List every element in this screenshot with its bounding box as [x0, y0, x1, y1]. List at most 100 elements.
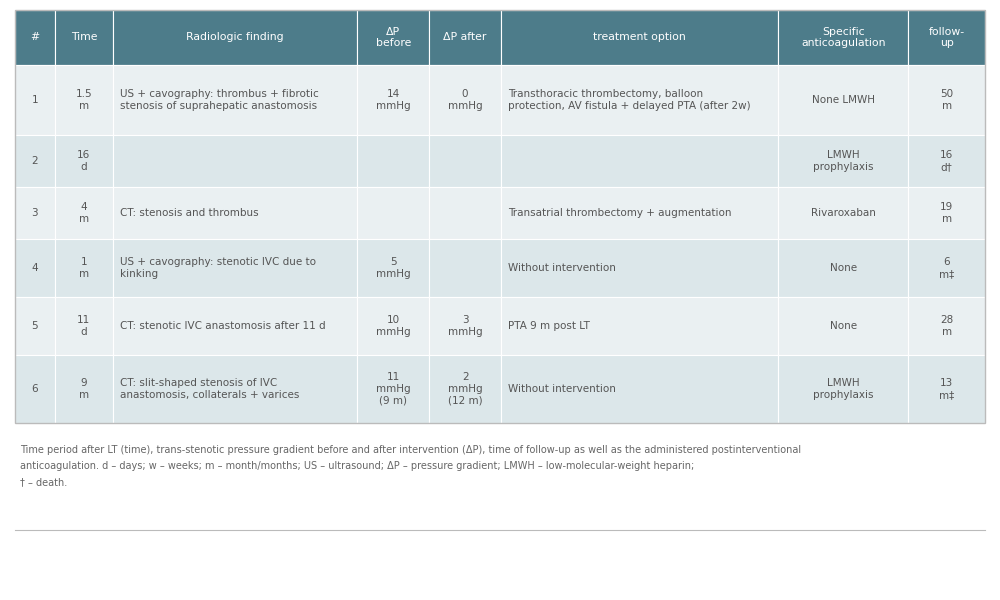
Text: 16
d: 16 d — [77, 150, 90, 172]
Text: Radiologic finding: Radiologic finding — [186, 32, 284, 43]
Text: 1
m: 1 m — [79, 257, 89, 279]
Bar — [778, 135, 908, 187]
Bar — [55, 135, 113, 187]
Text: Specific
anticoagulation: Specific anticoagulation — [801, 26, 886, 48]
Bar — [501, 187, 778, 239]
Bar — [15, 10, 55, 65]
Bar — [429, 65, 501, 135]
Bar — [15, 239, 55, 297]
Bar — [357, 135, 429, 187]
Text: 2
mmHg
(12 m): 2 mmHg (12 m) — [448, 373, 482, 406]
Text: US + cavography: thrombus + fibrotic
stenosis of suprahepatic anastomosis: US + cavography: thrombus + fibrotic ste… — [120, 89, 319, 111]
Text: CT: stenotic IVC anastomosis after 11 d: CT: stenotic IVC anastomosis after 11 d — [120, 321, 325, 331]
Bar — [429, 135, 501, 187]
Text: 11
d: 11 d — [77, 315, 90, 337]
Bar — [55, 65, 113, 135]
Bar — [501, 135, 778, 187]
Text: None: None — [830, 321, 857, 331]
Text: ΔP
before: ΔP before — [376, 26, 411, 48]
Bar — [908, 10, 985, 65]
Text: None LMWH: None LMWH — [812, 95, 875, 105]
Text: 5: 5 — [32, 321, 38, 331]
Bar — [778, 187, 908, 239]
Bar — [501, 10, 778, 65]
Bar — [778, 65, 908, 135]
Text: 6: 6 — [32, 384, 38, 394]
Text: CT: slit-shaped stenosis of IVC
anastomosis, collaterals + varices: CT: slit-shaped stenosis of IVC anastomo… — [120, 378, 299, 400]
Bar — [357, 355, 429, 423]
Bar — [778, 10, 908, 65]
Text: Without intervention: Without intervention — [508, 263, 616, 273]
Bar — [908, 355, 985, 423]
Bar — [113, 239, 357, 297]
Bar — [357, 65, 429, 135]
Text: PTA 9 m post LT: PTA 9 m post LT — [508, 321, 590, 331]
Bar — [357, 187, 429, 239]
Text: 2: 2 — [32, 156, 38, 166]
Text: 4: 4 — [32, 263, 38, 273]
Bar — [55, 297, 113, 355]
Text: 19
m: 19 m — [940, 202, 953, 224]
Bar — [501, 355, 778, 423]
Text: 9
m: 9 m — [79, 378, 89, 400]
Text: ΔP after: ΔP after — [443, 32, 487, 43]
Bar — [15, 187, 55, 239]
Text: 10
mmHg: 10 mmHg — [376, 315, 411, 337]
Bar — [908, 65, 985, 135]
Bar — [55, 239, 113, 297]
Bar — [429, 187, 501, 239]
Text: follow-
up: follow- up — [929, 26, 965, 48]
Text: Transatrial thrombectomy + augmentation: Transatrial thrombectomy + augmentation — [508, 208, 731, 218]
Bar — [778, 355, 908, 423]
Bar — [501, 239, 778, 297]
Text: #: # — [30, 32, 40, 43]
Bar — [15, 10, 985, 423]
Text: 50
m: 50 m — [940, 89, 953, 111]
Text: Rivaroxaban: Rivaroxaban — [811, 208, 876, 218]
Text: 6
m‡: 6 m‡ — [939, 257, 954, 279]
Bar — [113, 355, 357, 423]
Text: 16
d†: 16 d† — [940, 150, 953, 172]
Bar — [908, 239, 985, 297]
Bar — [908, 187, 985, 239]
Bar — [778, 239, 908, 297]
Bar — [357, 297, 429, 355]
Text: US + cavography: stenotic IVC due to
kinking: US + cavography: stenotic IVC due to kin… — [120, 257, 316, 279]
Text: † – death.: † – death. — [20, 477, 67, 487]
Text: 28
m: 28 m — [940, 315, 953, 337]
Text: 11
mmHg
(9 m): 11 mmHg (9 m) — [376, 373, 411, 406]
Bar — [429, 355, 501, 423]
Bar — [501, 65, 778, 135]
Text: CT: stenosis and thrombus: CT: stenosis and thrombus — [120, 208, 258, 218]
Text: 1.5
m: 1.5 m — [76, 89, 92, 111]
Bar — [357, 10, 429, 65]
Bar — [15, 135, 55, 187]
Text: 5
mmHg: 5 mmHg — [376, 257, 411, 279]
Bar — [55, 187, 113, 239]
Bar — [113, 135, 357, 187]
Bar — [501, 297, 778, 355]
Text: Without intervention: Without intervention — [508, 384, 616, 394]
Text: Time: Time — [71, 32, 97, 43]
Bar — [908, 135, 985, 187]
Text: LMWH
prophylaxis: LMWH prophylaxis — [813, 378, 874, 400]
Bar — [429, 239, 501, 297]
Text: 0
mmHg: 0 mmHg — [448, 89, 482, 111]
Text: Transthoracic thrombectomy, balloon
protection, AV fistula + delayed PTA (after : Transthoracic thrombectomy, balloon prot… — [508, 89, 751, 111]
Bar — [429, 10, 501, 65]
Bar — [15, 65, 55, 135]
Text: anticoagulation. d – days; w – weeks; m – month/months; US – ultrasound; ΔP – pr: anticoagulation. d – days; w – weeks; m … — [20, 461, 694, 471]
Bar — [15, 297, 55, 355]
Bar — [908, 297, 985, 355]
Bar — [113, 10, 357, 65]
Text: Time period after LT (time), trans-stenotic pressure gradient before and after i: Time period after LT (time), trans-steno… — [20, 445, 801, 455]
Text: 3
mmHg: 3 mmHg — [448, 315, 482, 337]
Text: 4
m: 4 m — [79, 202, 89, 224]
Text: 13
m‡: 13 m‡ — [939, 378, 954, 400]
Bar — [55, 10, 113, 65]
Bar — [357, 239, 429, 297]
Text: 1: 1 — [32, 95, 38, 105]
Text: 3: 3 — [32, 208, 38, 218]
Text: treatment option: treatment option — [593, 32, 686, 43]
Bar — [113, 65, 357, 135]
